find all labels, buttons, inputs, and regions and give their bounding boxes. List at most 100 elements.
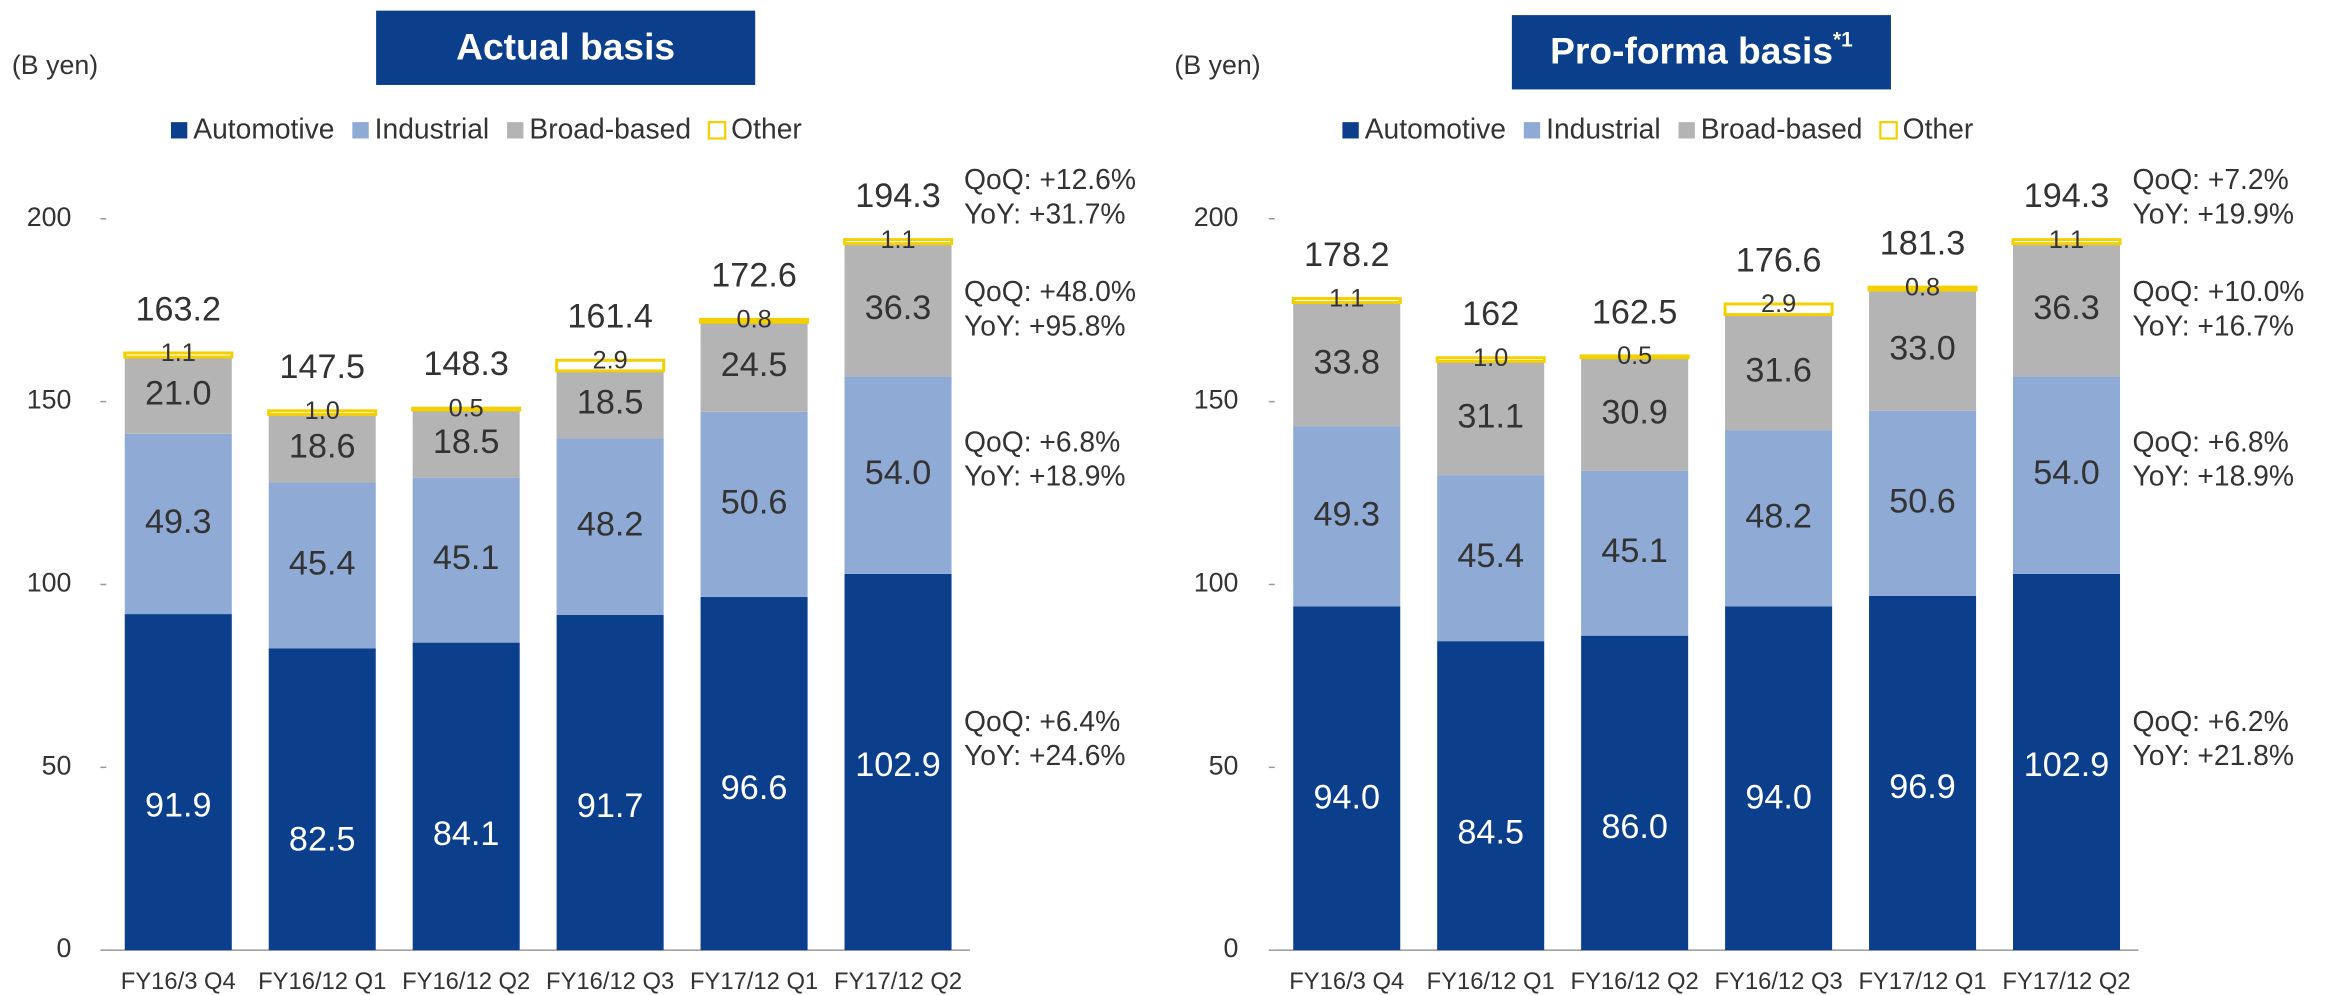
bar-segment: [844, 376, 952, 574]
legend-label: Industrial: [375, 113, 490, 145]
bar-segment: [1867, 285, 1978, 292]
data-label: 2.9: [1761, 290, 1796, 318]
y-tick-label: 200: [27, 202, 72, 232]
bar-segment: [1725, 606, 1833, 951]
legend-label: Industrial: [1546, 113, 1661, 145]
legend-swatch: [1879, 121, 1898, 140]
annotation: QoQ: +6.8%: [964, 425, 1120, 457]
bar-segment: [555, 358, 666, 373]
bar-segment: [412, 642, 520, 951]
data-label: 48.2: [577, 506, 644, 544]
legend-label: Automotive: [1365, 113, 1506, 145]
data-label: 86.0: [1601, 808, 1668, 846]
y-tick-label: 50: [1209, 750, 1239, 780]
legend-swatch: [352, 122, 369, 139]
annotation: QoQ: +12.6%: [964, 163, 1136, 195]
data-label: 1.0: [1473, 344, 1508, 372]
bar-segment: [1437, 361, 1545, 476]
x-tick-label: FY16/12 Q3: [1715, 968, 1843, 995]
annotation: QoQ: +6.8%: [2133, 425, 2289, 457]
bar-segment: [843, 238, 954, 246]
annotation: YoY: +18.9%: [964, 460, 1125, 492]
bar-segment: [1581, 635, 1689, 951]
bar-segment: [700, 411, 808, 597]
x-tick-label: FY17/12 Q2: [2002, 968, 2130, 995]
data-label: 91.9: [145, 786, 212, 824]
data-label: 1.1: [880, 226, 915, 254]
annotation: YoY: +24.6%: [964, 739, 1125, 771]
data-label: 1.1: [161, 339, 196, 367]
data-label: 31.6: [1745, 351, 1812, 389]
bar-segment: [412, 410, 520, 478]
data-label: 45.1: [433, 539, 500, 577]
legend-swatch: [1523, 122, 1541, 139]
annotation: YoY: +95.8%: [964, 309, 1125, 341]
total-label: 178.2: [1304, 236, 1390, 274]
bar-segment: [1293, 426, 1401, 607]
bar-segment: [1581, 357, 1689, 471]
annotation: QoQ: +6.4%: [964, 705, 1120, 737]
title-note: *1: [1833, 28, 1853, 51]
data-label: 91.7: [577, 787, 644, 825]
annotation: QoQ: +10.0%: [2133, 275, 2305, 307]
x-tick-label: FY17/12 Q2: [834, 968, 962, 995]
total-label: 162: [1462, 295, 1519, 333]
y-tick-label: 150: [27, 385, 72, 415]
data-label: 0.5: [449, 394, 484, 422]
data-label: 49.3: [1313, 495, 1380, 533]
x-tick-label: FY16/12 Q2: [1571, 968, 1699, 995]
annotation: YoY: +21.8%: [2133, 739, 2294, 771]
data-label: 0.8: [1905, 273, 1940, 301]
bar-segment: [556, 438, 664, 615]
legend-swatch: [707, 121, 727, 140]
legend-swatch: [170, 122, 188, 139]
data-label: 45.4: [1457, 537, 1524, 575]
data-label: 2.9: [593, 346, 628, 374]
legend-label: Other: [1903, 113, 1974, 145]
bar-segment: [268, 648, 376, 951]
data-label: 33.8: [1313, 343, 1380, 381]
legend-label: Automotive: [193, 113, 334, 145]
bar-segment: [1581, 470, 1689, 636]
data-label: 33.0: [1889, 329, 1956, 367]
bar-segment: [267, 409, 378, 416]
bar-segment: [124, 356, 232, 434]
data-label: 36.3: [2033, 289, 2100, 327]
total-label: 162.5: [1592, 293, 1678, 331]
data-label: 94.0: [1313, 779, 1380, 817]
bar-segment: [699, 317, 810, 324]
bar-segment: [1293, 302, 1401, 427]
chart-title-text: Actual basis: [456, 25, 675, 67]
x-tick-label: FY16/3 Q4: [1289, 968, 1404, 995]
x-tick-label: FY16/12 Q1: [1427, 968, 1555, 995]
chart-title-text: Pro-forma basis: [1550, 30, 1833, 72]
data-label: 1.1: [1329, 285, 1364, 313]
unit-label: (B yen): [12, 50, 98, 80]
data-label: 96.9: [1889, 768, 1956, 806]
x-tick-label: FY16/3 Q4: [121, 968, 236, 995]
chart-title: Actual basis: [456, 25, 675, 67]
bar-segment: [1869, 290, 1977, 411]
data-label: 0.5: [1617, 342, 1652, 370]
annotation: QoQ: +48.0%: [964, 275, 1136, 307]
title-box: [376, 10, 756, 85]
data-label: 50.6: [1889, 482, 1956, 520]
total-label: 161.4: [567, 297, 653, 335]
y-tick-label: 50: [42, 750, 72, 780]
bar-segment: [2012, 573, 2121, 951]
data-label: 1.0: [305, 397, 340, 425]
bar-segment: [556, 614, 664, 951]
data-label: 82.5: [289, 821, 356, 859]
data-label: 102.9: [2024, 746, 2110, 784]
y-tick-label: 100: [1194, 568, 1239, 598]
data-label: 36.3: [865, 289, 932, 327]
data-label: 96.6: [721, 769, 788, 807]
legend-label: Other: [731, 113, 802, 145]
unit-label: (B yen): [1174, 50, 1260, 80]
total-label: 194.3: [2024, 177, 2110, 215]
annotation: QoQ: +7.2%: [2133, 163, 2289, 195]
data-label: 48.2: [1745, 497, 1812, 535]
data-label: 50.6: [721, 483, 788, 521]
data-label: 54.0: [865, 454, 932, 492]
